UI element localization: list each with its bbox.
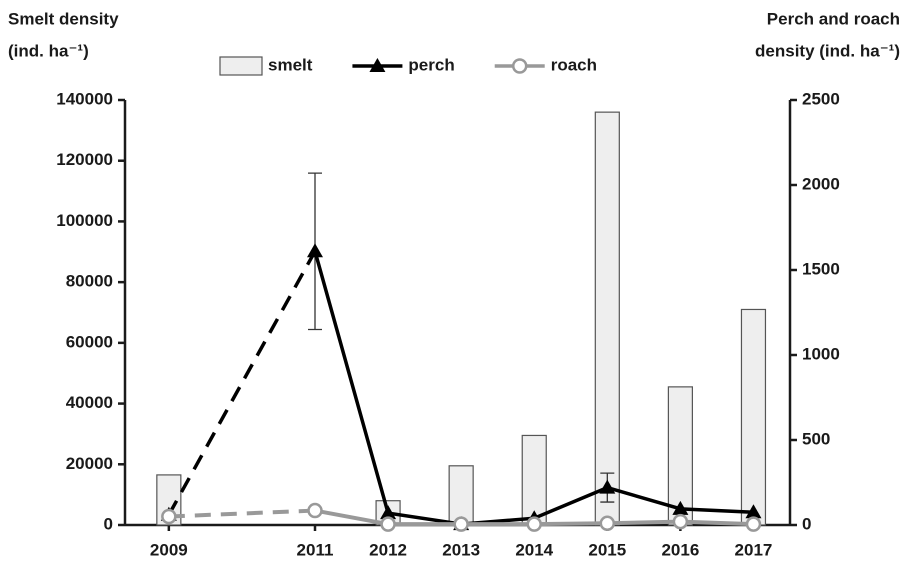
y2-tick-label: 1000 xyxy=(802,344,840,363)
y-tick-label: 60000 xyxy=(66,332,113,351)
x-tick-label: 2012 xyxy=(369,540,407,559)
point xyxy=(380,505,397,520)
dashed-line xyxy=(168,508,316,519)
bar xyxy=(448,465,474,526)
y2-tick-label: 0 xyxy=(802,514,811,533)
y-tick-label: 100000 xyxy=(56,211,113,230)
y-tick-label: 0 xyxy=(104,514,113,533)
x-tick-label: 2015 xyxy=(588,540,626,559)
x-tick-label: 2017 xyxy=(735,540,773,559)
x-tick-label: 2013 xyxy=(442,540,480,559)
y2-axis-title: density (ind. ha⁻¹) xyxy=(755,41,900,60)
y-tick-label: 140000 xyxy=(56,89,113,108)
y2-tick-label: 2500 xyxy=(802,89,840,108)
point xyxy=(307,502,323,519)
x-tick-label: 2016 xyxy=(661,540,699,559)
legend-label: perch xyxy=(408,55,454,74)
legend-marker xyxy=(511,58,528,74)
point xyxy=(745,516,762,532)
point xyxy=(672,513,689,530)
point xyxy=(672,500,689,515)
point xyxy=(161,508,177,525)
x-tick-label: 2011 xyxy=(297,540,334,559)
y-tick-label: 40000 xyxy=(66,393,113,412)
point xyxy=(599,515,616,532)
y-axis-title: (ind. ha⁻¹) xyxy=(8,41,89,60)
y2-tick-label: 500 xyxy=(802,429,830,448)
point xyxy=(599,479,616,494)
point xyxy=(307,243,323,258)
y-axis-title: Smelt density xyxy=(8,9,119,28)
legend-label: smelt xyxy=(268,55,313,74)
y2-tick-label: 2000 xyxy=(802,174,840,193)
y2-axis-title: Perch and roach xyxy=(767,9,900,28)
legend-swatch xyxy=(219,56,263,76)
bar xyxy=(594,111,620,526)
legend-marker xyxy=(369,58,386,72)
point xyxy=(745,504,762,519)
bar xyxy=(740,308,767,526)
point xyxy=(526,516,542,532)
point xyxy=(380,516,396,532)
y-tick-label: 20000 xyxy=(66,454,113,473)
legend-label: roach xyxy=(551,55,597,74)
y2-tick-label: 1500 xyxy=(802,259,840,278)
dashed-line xyxy=(167,250,317,516)
x-tick-label: 2009 xyxy=(150,540,188,559)
x-tick-label: 2014 xyxy=(515,540,553,559)
point xyxy=(453,516,469,532)
y-tick-label: 120000 xyxy=(56,150,113,169)
y-tick-label: 80000 xyxy=(66,272,113,291)
